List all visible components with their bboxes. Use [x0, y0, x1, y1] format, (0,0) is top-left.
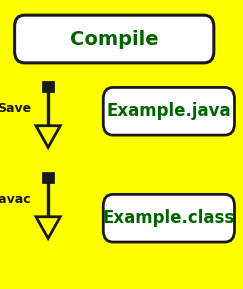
Polygon shape: [36, 217, 60, 238]
FancyBboxPatch shape: [103, 194, 234, 242]
Polygon shape: [36, 126, 60, 147]
Text: Example.java: Example.java: [107, 102, 231, 120]
FancyBboxPatch shape: [15, 15, 214, 63]
Text: Example.class: Example.class: [103, 209, 235, 227]
FancyBboxPatch shape: [43, 173, 53, 182]
Text: javac: javac: [0, 193, 31, 206]
FancyBboxPatch shape: [43, 82, 53, 91]
Text: Save: Save: [0, 102, 31, 115]
Text: Compile: Compile: [70, 29, 158, 49]
FancyBboxPatch shape: [103, 87, 234, 135]
